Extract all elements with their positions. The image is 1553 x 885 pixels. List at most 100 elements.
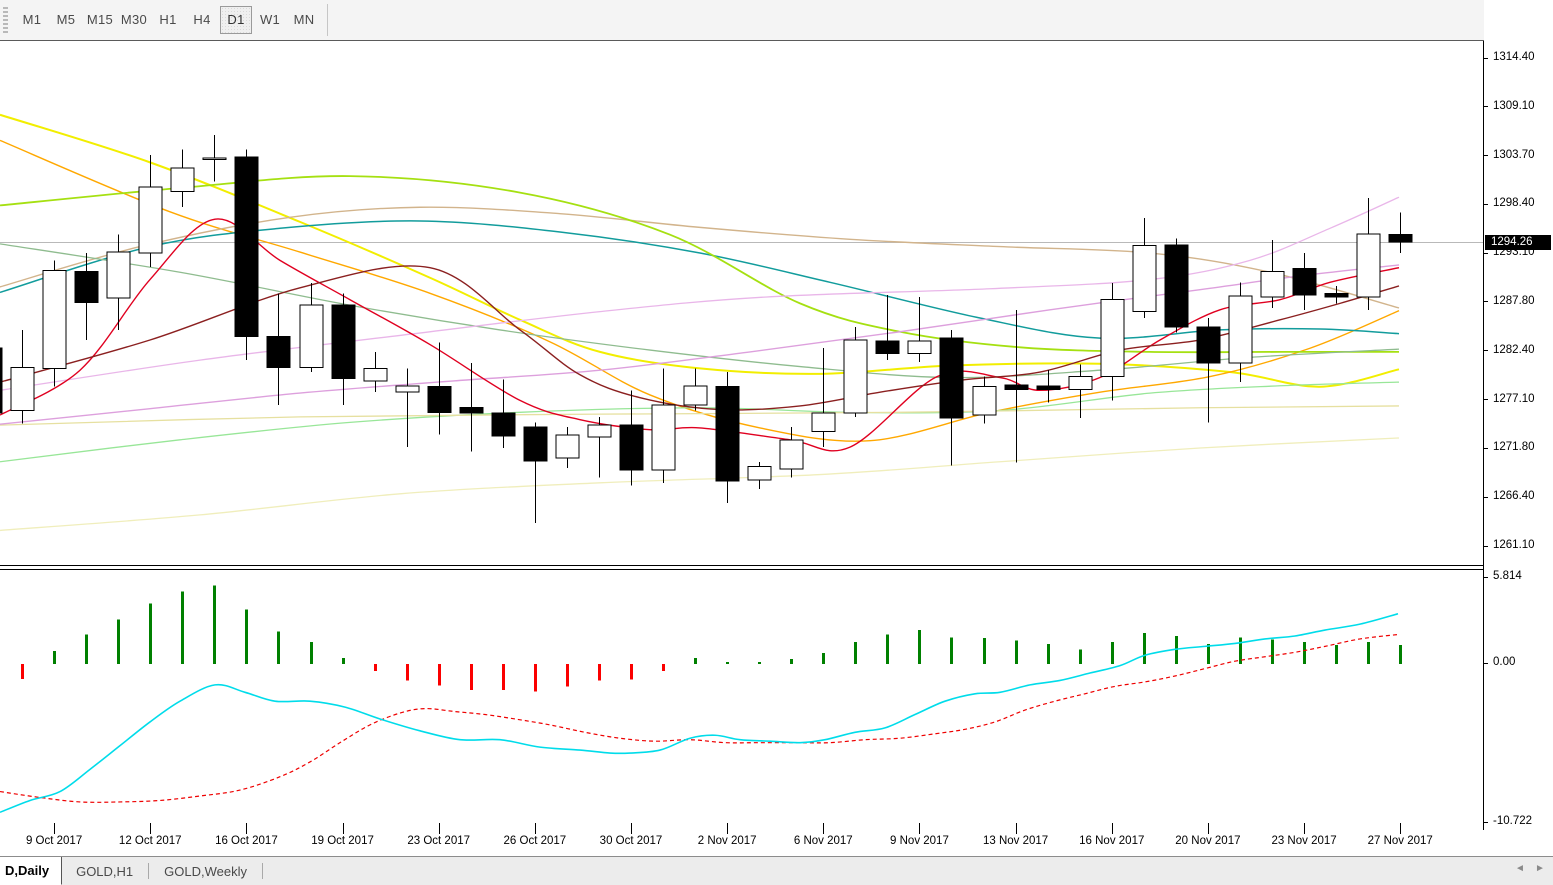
price-axis-label: 1303.70 <box>1493 148 1535 161</box>
date-axis-label: 20 Nov 2017 <box>1175 835 1241 847</box>
timeframe-button-mn[interactable]: MN <box>293 12 315 27</box>
price-axis-tick <box>1484 496 1488 498</box>
current-price-tag: 1294.26 <box>1485 235 1551 251</box>
date-axis-tick <box>1400 830 1401 834</box>
tab-gold-h1[interactable]: GOLD,H1 <box>76 863 134 879</box>
ma-plum <box>0 264 1400 425</box>
candle-body-bear <box>715 386 740 482</box>
date-axis-tick <box>535 830 536 834</box>
date-axis-tick <box>54 830 55 834</box>
date-axis-tick <box>631 830 632 834</box>
chart-tab-bar: D,Daily GOLD,H1 GOLD,Weekly ◄ ► <box>0 856 1553 885</box>
ma-violet <box>0 196 1400 391</box>
date-axis-label: 27 Nov 2017 <box>1367 835 1433 847</box>
timeframe-button-w1[interactable]: W1 <box>259 12 281 27</box>
tab-scroll-right-icon[interactable]: ► <box>1535 863 1545 874</box>
date-axis-label: 16 Nov 2017 <box>1079 835 1145 847</box>
macd-signal-line <box>0 633 1399 803</box>
date-axis-tick <box>1016 830 1017 834</box>
price-axis-tick <box>1484 447 1488 449</box>
candle-body-bear <box>1196 326 1221 364</box>
date-axis-tick <box>727 830 728 834</box>
indicator-axis-tick <box>1484 662 1488 664</box>
date-axis-tick <box>1304 830 1305 834</box>
timeframe-button-h4[interactable]: H4 <box>193 12 211 27</box>
candle-body-bear <box>1324 292 1349 298</box>
tab-d-daily[interactable]: D,Daily <box>0 857 63 885</box>
price-axis-border <box>1483 41 1484 831</box>
candle-body-bull <box>747 465 772 481</box>
ma-khaki-lower <box>0 437 1400 532</box>
timeframe-toolbar: M1 M5 M15 M30 H1 H4 D1 W1 MN <box>0 0 1553 41</box>
candle-body-bear <box>1036 385 1061 390</box>
candle-body-bear <box>427 386 452 413</box>
indicator-axis-label: 5.814 <box>1493 570 1522 582</box>
date-axis-label: 23 Oct 2017 <box>407 835 471 847</box>
price-axis-label: 1287.80 <box>1493 294 1535 307</box>
candle-body-bear <box>1164 244 1189 328</box>
date-axis-label: 30 Oct 2017 <box>599 835 663 847</box>
candle-body-bull <box>1260 270 1285 298</box>
date-axis-tick <box>150 830 151 834</box>
timeframe-button-m5[interactable]: M5 <box>56 12 76 27</box>
timeframe-button-m1[interactable]: M1 <box>22 12 42 27</box>
ma-tan <box>0 206 1400 309</box>
date-axis-label: 23 Nov 2017 <box>1271 835 1337 847</box>
candle-body-bear <box>491 412 516 437</box>
macd-indicator-pane[interactable] <box>0 569 1483 831</box>
price-axis-label: 1282.40 <box>1493 343 1535 356</box>
candle-body-bull <box>1132 245 1157 313</box>
date-axis-tick <box>1208 830 1209 834</box>
toolbar-drag-handle-icon[interactable] <box>3 7 8 33</box>
candle-body-bull <box>42 269 67 369</box>
date-axis[interactable]: 9 Oct 2017 12 Oct 2017 16 Oct 2017 19 Oct 2… <box>0 830 1553 856</box>
tab-scroll-left-icon[interactable]: ◄ <box>1515 863 1525 874</box>
macd-main-line <box>0 612 1399 814</box>
candle-body-bull <box>170 167 195 193</box>
candle-body-bull <box>202 157 227 160</box>
candle-body-bear <box>74 270 99 303</box>
candle-body-bear <box>0 347 3 414</box>
date-axis-label: 13 Nov 2017 <box>982 835 1049 847</box>
timeframe-button-m30[interactable]: M30 <box>120 12 148 27</box>
price-axis-tick <box>1484 106 1488 108</box>
candle-body-bull <box>1100 299 1125 378</box>
date-axis-tick <box>343 830 344 834</box>
tab-gold-weekly[interactable]: GOLD,Weekly <box>164 863 247 879</box>
price-axis-tick <box>1484 350 1488 352</box>
price-axis-label: 1293.10 <box>1493 246 1535 259</box>
price-axis-tick <box>1484 57 1488 59</box>
candle-body-bull <box>363 367 388 382</box>
timeframe-button-d1[interactable]: D1 <box>220 6 252 34</box>
candle-body-bear <box>523 426 548 462</box>
candle-body-bear <box>875 340 900 355</box>
price-chart-pane[interactable] <box>0 41 1483 566</box>
price-axis-tick <box>1484 252 1488 254</box>
candle-body-bull <box>843 339 868 414</box>
timeframe-button-h1[interactable]: H1 <box>159 12 177 27</box>
date-axis-label: 16 Oct 2017 <box>215 835 278 847</box>
candle-body-bull <box>299 304 324 368</box>
price-axis-label: 1277.10 <box>1493 392 1535 405</box>
tab-separator <box>262 863 263 879</box>
ma-orange <box>0 139 1400 442</box>
indicator-axis-label: 0.00 <box>1493 656 1516 669</box>
indicator-axis-tick <box>1484 576 1488 578</box>
date-axis-label: 12 Oct 2017 <box>118 835 182 847</box>
date-axis-tick <box>439 830 440 834</box>
candle-body-bull <box>779 439 804 470</box>
candle-body-bear <box>619 424 644 471</box>
ma-chartreuse <box>0 175 1399 354</box>
candle-body-bear <box>939 337 964 419</box>
candle-body-bull <box>10 366 35 411</box>
ma-teal <box>0 220 1400 340</box>
date-axis-label: 9 Oct 2017 <box>25 835 83 847</box>
candle-body-bull <box>907 340 932 355</box>
price-axis-tick <box>1484 203 1488 205</box>
timeframe-button-m15[interactable]: M15 <box>86 12 114 27</box>
price-axis[interactable]: 1294.26 1314.40 1309.10 1303.70 1298.40 1293… <box>1484 0 1553 884</box>
price-axis-label: 1309.10 <box>1493 99 1535 112</box>
indicator-axis-label: -10.722 <box>1493 815 1533 827</box>
price-axis-tick <box>1484 545 1488 547</box>
